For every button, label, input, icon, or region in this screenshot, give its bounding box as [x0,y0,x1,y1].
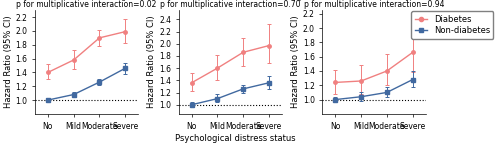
Y-axis label: Hazard Ratio (95% CI): Hazard Ratio (95% CI) [148,16,156,108]
Text: p for multiplicative interaction=0.94: p for multiplicative interaction=0.94 [304,0,444,9]
Title: Cardiovascular disease mortality: Cardiovascular disease mortality [156,0,304,1]
Y-axis label: Hazard Ratio (95% CI): Hazard Ratio (95% CI) [291,16,300,108]
Legend: Diabetes, Non-diabetes: Diabetes, Non-diabetes [411,12,494,39]
Text: Psychological distress status: Psychological distress status [174,134,296,143]
Y-axis label: Hazard Ratio (95% CI): Hazard Ratio (95% CI) [4,16,13,108]
Text: p for multiplicative interaction=0.70: p for multiplicative interaction=0.70 [160,0,300,9]
Title: All-cause mortality: All-cause mortality [44,0,129,1]
Title: Cancer mortality: Cancer mortality [336,0,411,1]
Text: p for multiplicative interaction=0.02: p for multiplicative interaction=0.02 [16,0,156,9]
